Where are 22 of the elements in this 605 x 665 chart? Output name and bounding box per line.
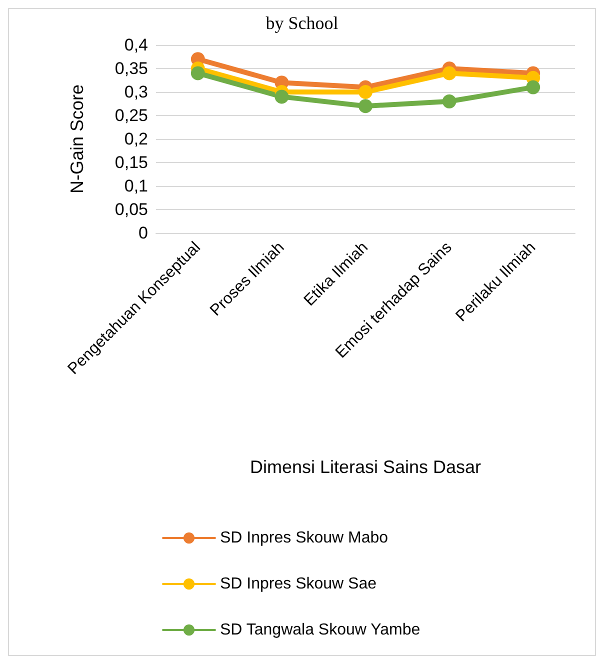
y-tick-label: 0,4 <box>124 36 148 54</box>
y-tick-label: 0 <box>138 224 148 242</box>
y-tick-label: 0,2 <box>124 130 148 148</box>
point <box>442 66 456 80</box>
y-tick-label: 0,25 <box>114 106 148 125</box>
point <box>358 85 372 99</box>
point <box>190 66 205 80</box>
y-tick-label: 0,05 <box>114 200 148 219</box>
y-tick-label: 0,35 <box>114 59 148 78</box>
y-axis-title: N-Gain Score <box>67 84 87 194</box>
point <box>358 99 372 114</box>
point <box>442 94 456 108</box>
y-tick-label: 0,15 <box>114 153 148 172</box>
point <box>274 90 289 104</box>
y-tick-label: 0,3 <box>124 82 148 102</box>
y-tick-label: 0,1 <box>124 176 148 196</box>
chart-title: by School <box>266 13 338 33</box>
x-axis-title: Dimensi Literasi Sains Dasar <box>250 457 482 477</box>
point <box>526 80 540 94</box>
legend-label: SD Inpres Skouw Mabo <box>220 530 388 546</box>
legend-label: SD Tangwala Skouw Yambe <box>220 622 420 638</box>
legend-label: SD Inpres Skouw Sae <box>220 576 377 592</box>
